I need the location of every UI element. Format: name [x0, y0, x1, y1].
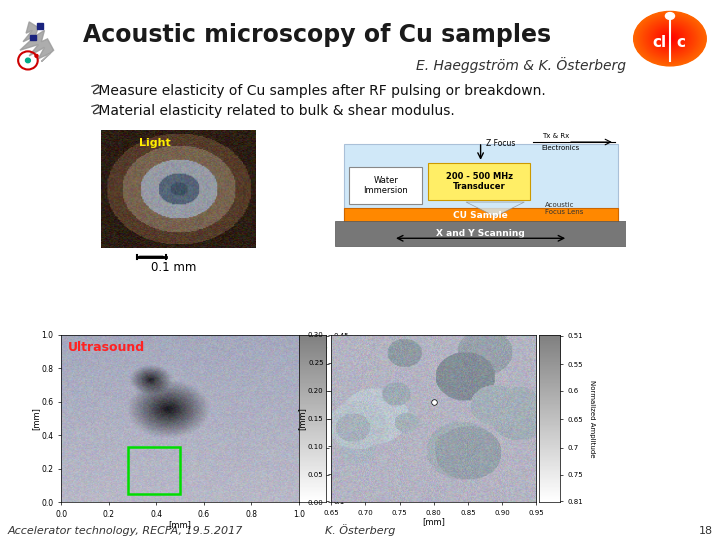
Circle shape [649, 23, 690, 54]
Text: Ultrasound: Ultrasound [68, 341, 145, 354]
Bar [127, 447, 180, 494]
Circle shape [666, 36, 674, 42]
Circle shape [639, 15, 701, 62]
Circle shape [642, 18, 698, 59]
Circle shape [645, 20, 695, 57]
Text: 200 - 500 MHz
Transducer: 200 - 500 MHz Transducer [446, 172, 513, 191]
Circle shape [35, 55, 38, 57]
Circle shape [634, 11, 706, 66]
Text: 18: 18 [698, 525, 713, 536]
Circle shape [25, 58, 30, 63]
Circle shape [657, 29, 683, 49]
Circle shape [665, 36, 675, 42]
Circle shape [658, 30, 682, 48]
Y-axis label: [mm]: [mm] [297, 407, 307, 430]
Circle shape [655, 28, 685, 50]
FancyBboxPatch shape [428, 163, 530, 200]
Text: ☡: ☡ [90, 84, 102, 98]
Circle shape [647, 21, 693, 56]
Text: Measure elasticity of Cu samples after RF pulsing or breakdown.: Measure elasticity of Cu samples after R… [94, 84, 545, 98]
Circle shape [657, 29, 683, 48]
Y-axis label: [mm]: [mm] [31, 407, 40, 430]
Circle shape [636, 14, 703, 64]
X-axis label: [mm]: [mm] [423, 517, 445, 526]
X-axis label: [mm]: [mm] [168, 520, 192, 529]
Circle shape [669, 38, 671, 39]
Text: Water
Immersion: Water Immersion [364, 176, 408, 195]
Circle shape [668, 38, 672, 40]
Text: E. Haeggström & K. Österberg: E. Haeggström & K. Österberg [416, 57, 626, 73]
Circle shape [634, 12, 706, 65]
Circle shape [653, 26, 687, 51]
Text: Light: Light [139, 138, 171, 148]
Polygon shape [20, 22, 53, 62]
Circle shape [644, 19, 696, 58]
Circle shape [665, 35, 675, 43]
Circle shape [654, 27, 685, 50]
Text: Acoustic
Focus Lens: Acoustic Focus Lens [545, 202, 583, 215]
Text: Electronics: Electronics [542, 145, 580, 151]
Circle shape [649, 23, 691, 55]
Text: c: c [677, 35, 685, 50]
Text: Accelerator technology, RECFA, 19.5.2017: Accelerator technology, RECFA, 19.5.2017 [7, 525, 243, 536]
Circle shape [647, 22, 693, 56]
Circle shape [636, 13, 704, 64]
Circle shape [641, 17, 699, 60]
Circle shape [660, 31, 680, 46]
Polygon shape [466, 202, 524, 217]
Text: Material elasticity related to bulk & shear modulus.: Material elasticity related to bulk & sh… [94, 104, 454, 118]
FancyBboxPatch shape [349, 167, 422, 204]
Circle shape [643, 18, 697, 59]
Bar [30, 35, 36, 40]
Circle shape [652, 25, 688, 52]
Circle shape [646, 21, 694, 57]
Text: Tx & Rx: Tx & Rx [542, 133, 569, 139]
Circle shape [662, 33, 678, 45]
Text: K. Österberg: K. Österberg [325, 524, 395, 536]
Circle shape [660, 31, 680, 46]
Text: X and Y Scanning: X and Y Scanning [436, 228, 525, 238]
Circle shape [663, 34, 677, 44]
Text: 0.1 mm: 0.1 mm [151, 261, 197, 274]
Circle shape [642, 17, 698, 60]
Circle shape [637, 14, 703, 63]
Bar [37, 23, 42, 29]
Circle shape [640, 16, 700, 61]
Circle shape [644, 19, 696, 58]
Circle shape [667, 37, 673, 41]
FancyBboxPatch shape [335, 221, 626, 246]
Circle shape [638, 15, 702, 63]
Text: CU Sample: CU Sample [453, 211, 508, 220]
Circle shape [639, 16, 701, 62]
Circle shape [659, 30, 681, 47]
Circle shape [651, 24, 689, 53]
Circle shape [654, 26, 686, 51]
Circle shape [648, 22, 692, 55]
Circle shape [661, 32, 679, 45]
Text: Z Focus: Z Focus [487, 139, 516, 147]
Text: cl: cl [652, 35, 667, 50]
Circle shape [656, 28, 684, 49]
Text: Acoustic microscopy of Cu samples: Acoustic microscopy of Cu samples [83, 23, 551, 46]
FancyBboxPatch shape [343, 144, 618, 222]
Y-axis label: Normalized Amplitude: Normalized Amplitude [354, 380, 361, 457]
FancyBboxPatch shape [343, 208, 618, 222]
Text: ☡: ☡ [90, 104, 102, 118]
Circle shape [652, 25, 688, 52]
Circle shape [650, 24, 690, 53]
Circle shape [662, 33, 678, 44]
Circle shape [664, 35, 676, 43]
Circle shape [635, 12, 705, 65]
Circle shape [665, 12, 675, 19]
Circle shape [667, 37, 672, 40]
Y-axis label: Normalized Amplitude: Normalized Amplitude [589, 380, 595, 457]
